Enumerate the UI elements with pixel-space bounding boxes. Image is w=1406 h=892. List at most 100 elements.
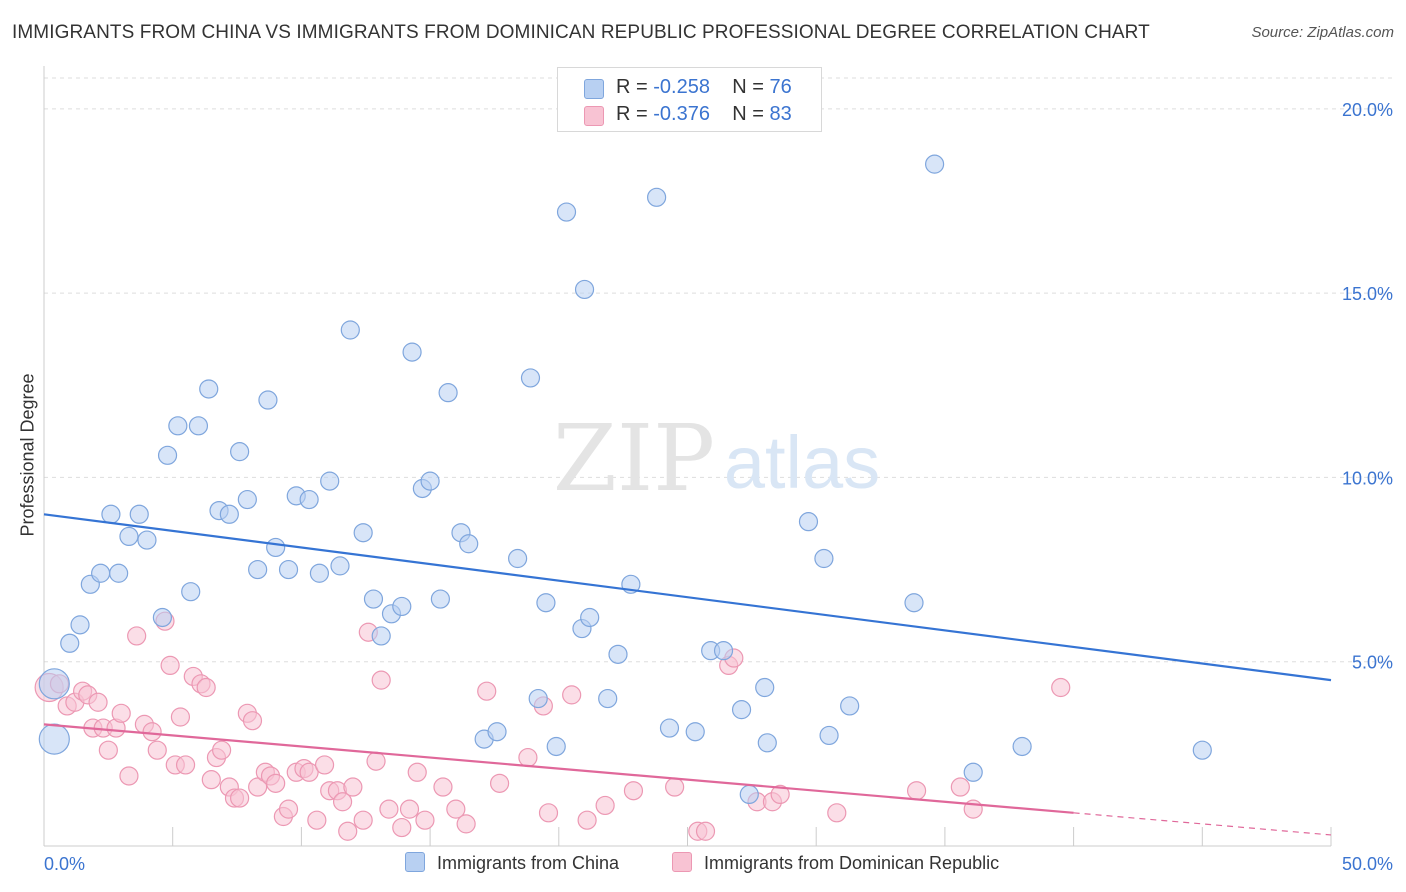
dominican-point <box>665 777 685 797</box>
china-point <box>309 563 330 583</box>
x-tick-label: 50.0% <box>1342 854 1393 874</box>
china-point <box>199 379 219 399</box>
bottom-legend-label-china: Immigrants from China <box>437 853 620 873</box>
china-point <box>904 593 924 613</box>
china-point <box>266 537 286 558</box>
trend-layer <box>43 513 1332 836</box>
dominican-point <box>399 799 420 819</box>
dominican-point <box>489 773 510 793</box>
y-tick-label: 5.0% <box>1352 653 1393 673</box>
dominican-point <box>456 814 476 834</box>
bottom-legend-dominican: Immigrants from Dominican Republic <box>672 852 999 874</box>
china-point <box>546 736 566 757</box>
china-point <box>299 489 319 510</box>
legend-swatch-dominican <box>584 106 604 126</box>
legend-n-value-dominican: 83 <box>769 103 792 125</box>
dominican-point <box>248 777 268 797</box>
dominican-point <box>299 762 319 782</box>
china-point <box>219 504 239 524</box>
dominican-point <box>343 777 363 797</box>
china-point <box>188 416 209 436</box>
china-point <box>731 700 752 720</box>
dominican-point <box>695 821 716 841</box>
dominican-point <box>371 670 391 690</box>
watermark: ZIP atlas <box>553 405 880 512</box>
china-points <box>38 154 1212 805</box>
y-tick-label: 20.0% <box>1342 100 1393 120</box>
grid-layer <box>44 77 1393 663</box>
legend-r-value-china: -0.258 <box>653 76 710 98</box>
china-point <box>685 722 705 742</box>
china-point <box>129 504 149 524</box>
legend-row-china: R = -0.258 N = 76 <box>558 73 821 103</box>
dominican-point <box>307 810 327 830</box>
dominican-point <box>314 755 335 775</box>
dominican-point <box>338 821 358 841</box>
china-point <box>340 320 360 340</box>
dominican-trend-line <box>43 723 1074 814</box>
bottom-legend-china: Immigrants from China <box>405 852 619 874</box>
dominican-point <box>827 803 847 823</box>
dominican-point <box>266 773 286 793</box>
china-point <box>278 559 299 580</box>
china-point <box>330 556 350 576</box>
china-point <box>574 279 595 300</box>
legend-r-value-dominican: -0.376 <box>653 103 710 125</box>
dominican-point <box>242 711 263 731</box>
x-tick-label: 0.0% <box>44 854 85 874</box>
china-point <box>925 154 945 174</box>
china-point <box>438 383 458 403</box>
dominican-point <box>98 740 118 760</box>
dominican-point <box>518 747 538 768</box>
china-point <box>1192 740 1212 760</box>
dominican-point <box>119 766 139 786</box>
dominican-point <box>577 810 597 830</box>
china-point <box>608 644 628 664</box>
china-point <box>528 688 548 709</box>
china-point <box>392 596 412 617</box>
china-point <box>459 534 479 554</box>
china-point <box>755 677 775 698</box>
china-point <box>230 442 250 462</box>
dominican-point <box>175 755 196 775</box>
china-point <box>181 582 201 602</box>
axis-layer <box>43 66 1332 847</box>
china-point <box>101 504 121 524</box>
dominican-point <box>562 685 582 705</box>
china-point <box>598 688 618 709</box>
legend-n-value-china: 76 <box>769 76 792 98</box>
china-point <box>536 593 556 613</box>
watermark-zip: ZIP <box>553 405 715 512</box>
china-point <box>580 607 600 628</box>
legend-row-dominican: R = -0.376 N = 83 <box>558 100 821 130</box>
watermark-atlas: atlas <box>724 421 880 504</box>
china-point <box>814 548 834 569</box>
china-point <box>556 202 577 222</box>
dominican-point <box>446 799 466 819</box>
china-point <box>739 784 759 805</box>
china-point <box>508 548 528 569</box>
china-point <box>38 723 70 755</box>
china-point <box>420 471 440 491</box>
dominican-point <box>142 722 162 742</box>
legend-swatch-china <box>584 79 604 99</box>
tick-label-layer: 5.0% 10.0% 15.0% 20.0% 0.0% 50.0% <box>44 100 1393 874</box>
dominican-point <box>379 799 399 819</box>
china-point <box>798 512 819 532</box>
source-credit: Source: ZipAtlas.com <box>1251 24 1394 41</box>
china-point <box>137 530 157 550</box>
china-point <box>647 187 667 207</box>
china-point <box>713 641 734 661</box>
china-point <box>363 589 384 609</box>
dominican-point <box>170 707 191 727</box>
dominican-point <box>196 677 216 698</box>
correlation-legend: R = -0.258 N = 76 R = -0.376 N = 83 <box>557 67 822 132</box>
dominican-point <box>623 781 644 801</box>
china-point <box>109 563 129 583</box>
dominican-point <box>353 810 373 830</box>
dominican-points <box>34 611 1071 841</box>
legend-r-label: R = <box>616 103 648 125</box>
dominican-point <box>906 781 927 801</box>
legend-r-label: R = <box>616 76 648 98</box>
